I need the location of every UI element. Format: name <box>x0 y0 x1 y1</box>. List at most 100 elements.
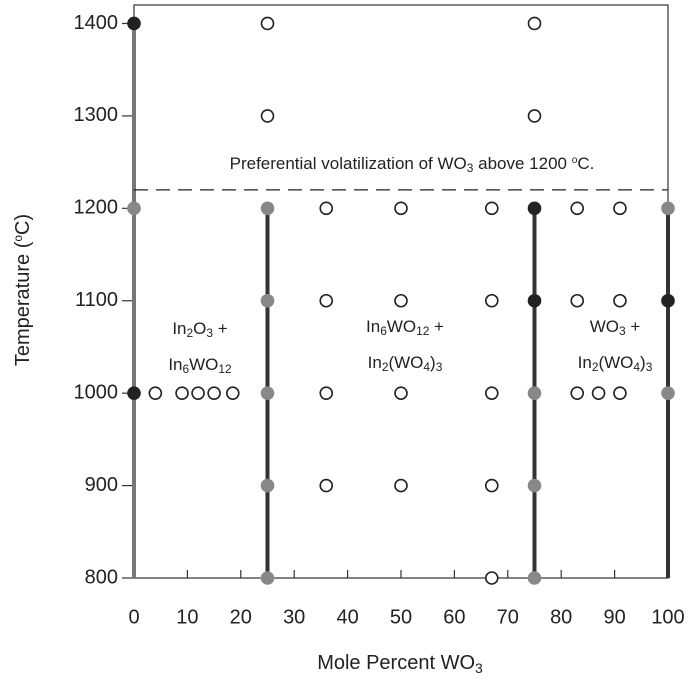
x-tick-label: 50 <box>390 606 412 628</box>
data-point <box>591 386 606 400</box>
data-point <box>570 293 585 308</box>
data-point <box>394 293 408 308</box>
y-tick-label: 1100 <box>75 289 118 311</box>
text-part: 3 <box>619 324 626 338</box>
text-part: 3 <box>646 360 653 374</box>
annotation: In2O3 + <box>172 319 227 340</box>
data-point <box>260 293 275 308</box>
data-point <box>394 478 408 493</box>
text-part: C) <box>12 214 34 235</box>
data-point <box>225 386 240 400</box>
data-point <box>319 201 334 216</box>
data-point <box>570 386 585 400</box>
text-part: Mole Percent WO <box>317 652 475 674</box>
text-part: above 1200 <box>473 154 571 173</box>
data-point <box>260 478 275 493</box>
data-point <box>661 293 675 308</box>
text-part: In <box>578 353 592 372</box>
x-tick-label: 80 <box>550 606 572 628</box>
data-point <box>527 478 542 493</box>
data-point <box>175 386 189 400</box>
text-part: Temperature ( <box>12 241 34 366</box>
x-tick-label: 60 <box>443 606 465 628</box>
text-part: In <box>172 319 186 338</box>
y-tick-label: 1300 <box>74 104 119 126</box>
text-part: (WO <box>388 353 423 372</box>
text-part: WO <box>590 317 619 336</box>
data-point <box>661 386 675 400</box>
data-point <box>484 201 499 216</box>
text-part: 12 <box>416 324 430 338</box>
data-point <box>484 293 499 308</box>
x-tick-label: 0 <box>128 606 139 628</box>
text-part: 3 <box>467 161 474 175</box>
data-point <box>570 201 585 216</box>
data-point <box>260 571 275 585</box>
text-part: O <box>193 319 206 338</box>
annotation: WO3 + <box>590 317 641 338</box>
data-point <box>484 571 499 585</box>
data-point <box>260 16 275 31</box>
data-point <box>484 386 499 400</box>
data-point <box>527 201 542 216</box>
x-tick-label: 30 <box>283 606 305 628</box>
annotation: In2(WO4)3 <box>368 353 443 374</box>
x-tick-label: 100 <box>651 606 684 628</box>
x-tick-label: 90 <box>603 606 625 628</box>
text-part: 4 <box>423 360 430 374</box>
text-part: (WO <box>598 353 633 372</box>
text-part: + <box>626 317 641 336</box>
text-part: + <box>213 319 228 338</box>
data-point <box>148 386 163 400</box>
y-tick-label: 900 <box>85 474 118 496</box>
text-part: o <box>11 235 25 242</box>
text-part: WO <box>189 355 218 374</box>
data-point <box>260 386 275 400</box>
data-point <box>527 16 542 31</box>
data-point <box>527 109 542 123</box>
text-part: In <box>168 355 182 374</box>
text-part: o <box>572 155 578 166</box>
y-tick-label: 800 <box>85 566 118 588</box>
data-point <box>127 386 141 400</box>
text-part: ) <box>430 353 436 372</box>
text-part: In <box>366 317 380 336</box>
data-point <box>127 16 141 31</box>
data-point <box>394 201 408 216</box>
x-tick-label: 70 <box>497 606 519 628</box>
text-part: 4 <box>633 360 640 374</box>
x-tick-label: 10 <box>176 606 198 628</box>
text-part: 12 <box>218 362 232 376</box>
data-point <box>527 386 542 400</box>
text-part: 3 <box>475 660 483 676</box>
data-point <box>613 201 627 216</box>
text-part: WO <box>387 317 416 336</box>
annotation: In6WO12 <box>168 355 232 376</box>
data-point <box>191 386 205 400</box>
data-point <box>527 571 542 585</box>
data-point <box>260 109 275 123</box>
data-point <box>319 386 334 400</box>
annotation: Preferential volatilization of WO3 above… <box>230 154 595 175</box>
y-tick-label: 1400 <box>74 12 119 34</box>
x-tick-label: 40 <box>336 606 358 628</box>
y-tick-label: 1000 <box>74 381 119 403</box>
data-point <box>661 201 675 216</box>
x-tick-label: 20 <box>230 606 252 628</box>
y-tick-label: 1200 <box>74 197 119 219</box>
data-point <box>207 386 221 400</box>
data-point <box>394 386 408 400</box>
annotation: In2(WO4)3 <box>578 353 653 374</box>
x-axis-label: Mole Percent WO3 <box>317 652 483 675</box>
data-point <box>613 293 627 308</box>
annotation: In6WO12 + <box>366 317 444 338</box>
text-part: ) <box>640 353 646 372</box>
text-part: 3 <box>436 360 443 374</box>
data-point <box>260 201 275 216</box>
data-point <box>127 201 141 216</box>
text-part: Preferential volatilization of WO <box>230 154 467 173</box>
text-part: 6 <box>183 362 190 376</box>
text-part: 2 <box>382 360 389 374</box>
